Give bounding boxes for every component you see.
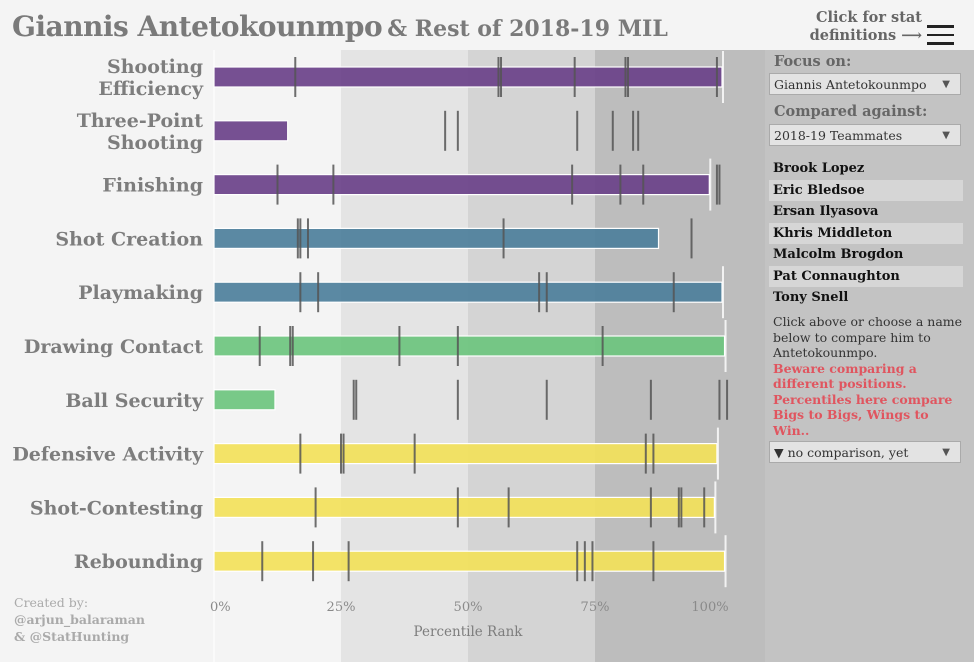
chevron-down-icon: ▼ [942,447,950,458]
focus-label: Focus on: [774,53,852,70]
position-warning: Beware comparing a different positions. … [773,360,953,438]
category-label-line: Defensive Activity [12,444,204,466]
x-tick-label: 25% [327,600,356,615]
help-line-1: Click for stat [815,9,922,26]
x-tick-label: 0% [210,600,231,615]
category-label: Shot-Contesting [30,497,203,519]
player-item[interactable]: Khris Middleton [769,222,963,244]
category-label-line: Finishing [102,175,203,197]
x-tick-label: 50% [454,600,483,615]
focus-select[interactable]: Giannis Antetokounmpo ▼ [769,73,961,95]
bar-rebounding [213,550,726,572]
bar-finishing [213,174,710,196]
category-label-line: Shooting [107,132,203,154]
x-tick-label: 75% [581,600,610,615]
compare-select-value: 2018-19 Teammates [774,128,903,143]
credit-author-2[interactable]: & @StatHunting [14,629,130,644]
category-label-line: Rebounding [74,551,203,573]
category-label: Rebounding [74,551,203,573]
credits: Created by: @arjun_balaraman & @StatHunt… [14,594,145,645]
page-title: Giannis Antetokounmpo & Rest of 2018-19 … [12,10,668,43]
category-label-line: Ball Security [65,390,204,412]
instruction-text: Click above or choose a name below to co… [773,314,963,360]
chevron-down-icon: ▼ [942,79,950,90]
player-list: Brook Lopez Eric Bledsoe Ersan Ilyasova … [769,158,963,309]
bar-playmaking [213,281,723,303]
x-tick-label: 100% [691,600,728,615]
help-line-2: definitions ⟶ [809,27,922,44]
category-label-line: Shot Creation [55,228,203,250]
category-label: Playmaking [78,282,203,304]
category-label: Finishing [102,175,203,197]
bar-ball-security [213,389,276,411]
x-axis-title: Percentile Rank [414,624,524,640]
chevron-down-icon: ▼ [942,130,950,141]
bar-shooting-efficiency [213,66,723,88]
credit-author-1[interactable]: @arjun_balaraman [14,612,145,627]
category-label-line: Three-Point [77,110,204,132]
player-item[interactable]: Brook Lopez [773,161,865,176]
bar-three-point-shooting [213,120,289,142]
category-label-line: Playmaking [78,282,203,304]
player-item[interactable]: Pat Connaughton [769,265,963,287]
comparison-select[interactable]: ▼ no comparison, yet ▼ [769,441,961,463]
category-label: Shot Creation [55,228,203,250]
hamburger-menu-icon[interactable] [927,25,954,45]
instructions: Click above or choose a name below to co… [773,314,968,438]
bar-defensive-activity [213,443,718,465]
focus-select-value: Giannis Antetokounmpo [774,77,927,92]
comparison-select-value: ▼ no comparison, yet [774,445,909,460]
category-label: Three-Point Shooting [77,110,204,154]
bar-shot-creation [213,227,660,249]
category-label: Ball Security [65,390,204,412]
compare-label: Compared against: [774,103,928,120]
title-player: Giannis Antetokounmpo [12,10,383,43]
bar-shot-contesting [213,496,715,518]
category-label: Shooting Efficiency [98,56,204,100]
stat-definitions-link[interactable]: Click for stat definitions ⟶ [810,9,922,45]
category-label-line: Shooting [107,56,203,78]
player-item[interactable]: Tony Snell [773,290,849,305]
title-team: & Rest of 2018-19 MIL [387,16,668,42]
credit-line-1: Created by: [14,595,89,610]
category-label: Drawing Contact [24,336,203,358]
category-label: Defensive Activity [12,444,204,466]
category-label-line: Shot-Contesting [30,497,203,519]
sidebar: Focus on: Giannis Antetokounmpo ▼ Compar… [765,50,974,662]
category-label-line: Efficiency [98,78,204,100]
player-item[interactable]: Malcolm Brogdon [773,247,904,262]
player-item[interactable]: Ersan Ilyasova [773,204,879,219]
compare-select[interactable]: 2018-19 Teammates ▼ [769,124,961,146]
category-label-line: Drawing Contact [24,336,203,358]
player-item[interactable]: Eric Bledsoe [769,179,963,201]
